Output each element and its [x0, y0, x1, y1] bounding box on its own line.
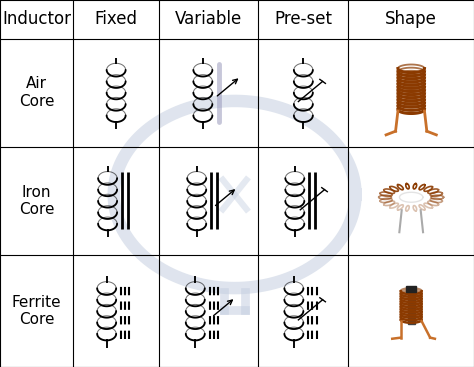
Text: Iron
Core: Iron Core	[19, 185, 55, 217]
Bar	[408, 287, 414, 324]
Bar	[406, 286, 416, 292]
Text: Pre-set: Pre-set	[274, 10, 332, 28]
Text: Ferrite
Core: Ferrite Core	[12, 295, 62, 327]
Text: Fixed: Fixed	[95, 10, 137, 28]
Text: Shape: Shape	[385, 10, 437, 28]
Text: Variable: Variable	[175, 10, 242, 28]
Text: Air
Core: Air Core	[19, 76, 55, 109]
Text: Inductor: Inductor	[2, 10, 71, 28]
